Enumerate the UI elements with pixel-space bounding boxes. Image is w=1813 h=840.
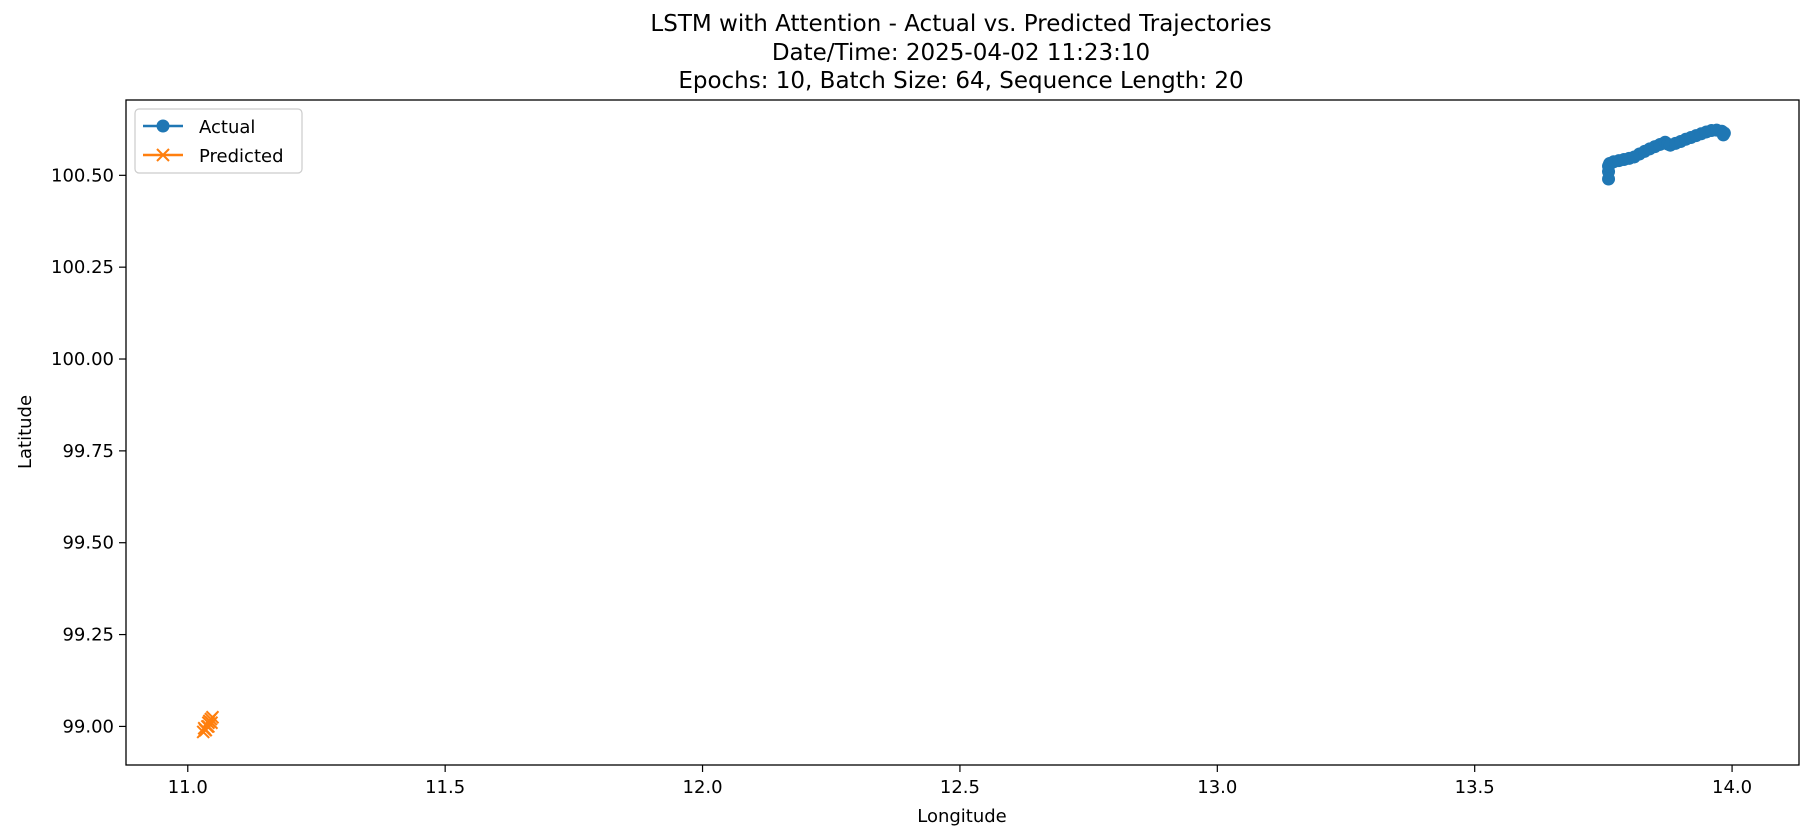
x-tick-label: 11.0 (168, 777, 208, 798)
x-axis-label: Longitude (917, 806, 1007, 827)
y-tick-label: 100.25 (51, 257, 114, 278)
plot-area (196, 123, 1731, 739)
chart-subtitle-datetime: Date/Time: 2025-04-02 11:23:10 (772, 40, 1150, 66)
chart-subtitle-params: Epochs: 10, Batch Size: 64, Sequence Len… (678, 68, 1243, 94)
y-tick-label: 100.00 (51, 349, 114, 370)
legend-actual-label: Actual (199, 117, 255, 138)
legend-predicted-marker (156, 148, 170, 162)
x-tick-label: 13.5 (1455, 777, 1495, 798)
x-tick-label: 13.0 (1197, 777, 1237, 798)
y-axis-label: Latitude (15, 395, 36, 469)
legend-predicted-label: Predicted (199, 146, 284, 167)
y-tick-label: 99.75 (62, 441, 114, 462)
x-tick-label: 11.5 (425, 777, 465, 798)
y-tick-label: 99.50 (62, 533, 114, 554)
actual-point (1716, 128, 1730, 142)
legend-actual-marker (156, 119, 170, 133)
x-tick-label: 12.0 (683, 777, 723, 798)
x-tick-label: 14.0 (1712, 777, 1752, 798)
y-tick-label: 99.25 (62, 625, 114, 646)
y-axis: 99.00 99.25 99.50 99.75 100.00 100.25 100.50 (51, 165, 126, 737)
predicted-point (201, 719, 216, 734)
chart-title: LSTM with Attention - Actual vs. Predict… (650, 11, 1271, 37)
legend: Actual Predicted (134, 108, 303, 174)
y-tick-label: 100.50 (51, 165, 114, 186)
x-axis: 11.0 11.5 12.0 12.5 13.0 13.5 14.0 (168, 765, 1752, 798)
y-tick-label: 99.00 (62, 716, 114, 737)
x-tick-label: 12.5 (940, 777, 980, 798)
axes-frame (125, 99, 1800, 766)
